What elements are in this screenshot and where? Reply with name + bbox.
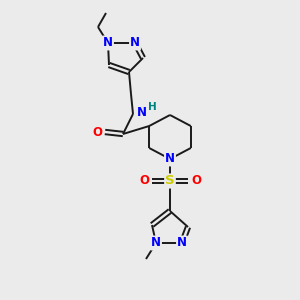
Text: N: N (103, 37, 113, 50)
Text: H: H (148, 102, 156, 112)
Text: O: O (191, 175, 201, 188)
Text: O: O (92, 125, 102, 139)
Text: S: S (165, 175, 175, 188)
Text: N: N (151, 236, 161, 250)
Text: N: N (165, 152, 175, 166)
Text: N: N (177, 236, 187, 250)
Text: N: N (137, 106, 147, 118)
Text: N: N (130, 37, 140, 50)
Text: O: O (139, 175, 149, 188)
